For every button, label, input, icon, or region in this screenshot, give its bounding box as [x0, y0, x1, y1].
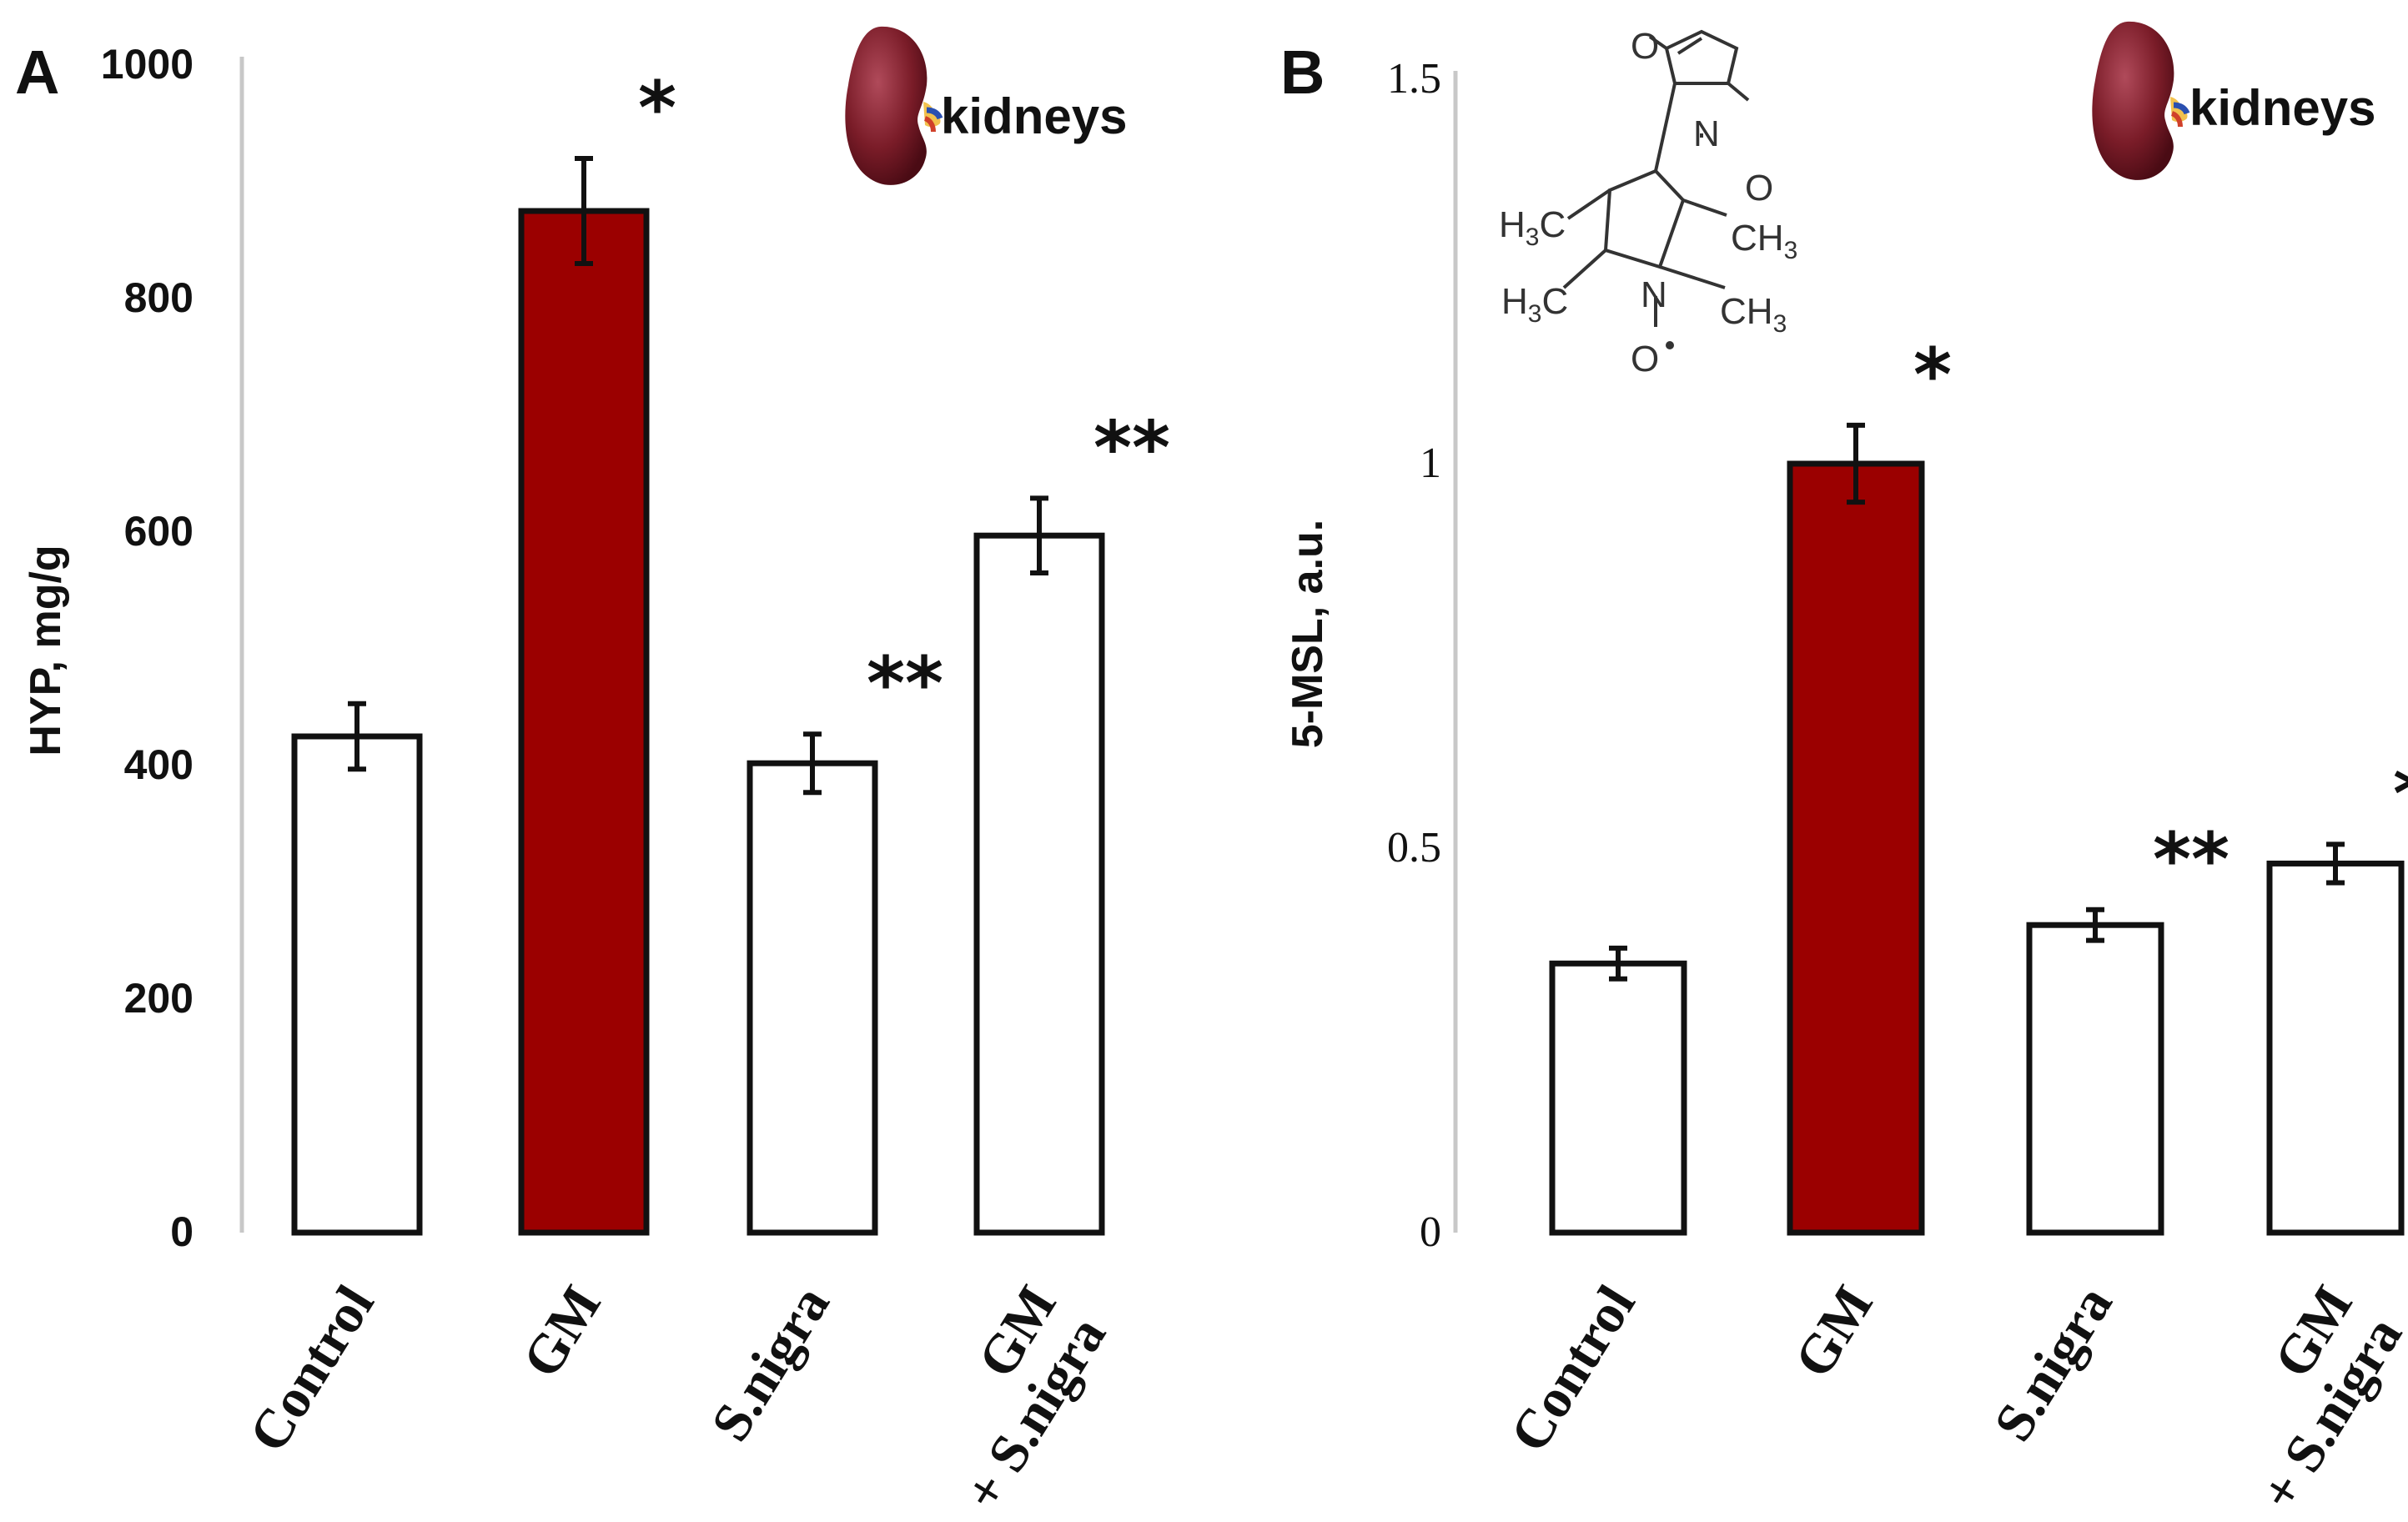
- category-label-line: GM: [511, 1275, 613, 1388]
- methyl-bond: [1562, 249, 1607, 289]
- methyl-ch3: CH3: [1720, 291, 1787, 338]
- panel-b-plot: 0 0.5 1 1.5 5-MSL, a.u. Control * GM ** S.nigra **…: [1284, 55, 2408, 1521]
- bar: [2026, 922, 2164, 1236]
- y-tick-label: 0.5: [1387, 824, 1441, 872]
- significance-marker: *: [1913, 332, 1952, 418]
- methyl-h3c: H3C: [1501, 281, 1568, 328]
- category-label: GM: [1783, 1275, 1885, 1388]
- methyl-bond: [1566, 188, 1611, 220]
- atom-o: O: [1745, 168, 1773, 208]
- y-tick-label: 200: [124, 975, 194, 1022]
- kidney-icon: [2092, 21, 2190, 180]
- category-label: Control: [1499, 1275, 1647, 1462]
- panel-b-kidney-group: kidneys: [2092, 21, 2375, 180]
- panel-a-letter: A: [15, 38, 59, 107]
- category-label: GM+ S.nigra: [902, 1275, 1118, 1520]
- maleimide-ring: [1664, 29, 1739, 85]
- kidneys-label: kidneys: [2189, 80, 2375, 136]
- significance-marker: **: [2153, 816, 2230, 902]
- methyl-bond: [1659, 265, 1726, 289]
- kidney-icon: [845, 26, 943, 185]
- carbonyl-bond: [1727, 82, 1750, 102]
- y-tick-label: 1.5: [1387, 55, 1441, 103]
- atom-n: N: [1693, 113, 1720, 154]
- y-tick-label: 1000: [101, 41, 194, 88]
- bar: [973, 532, 1105, 1236]
- y-tick-label: 800: [124, 274, 194, 321]
- bar: [1549, 960, 1687, 1236]
- y-tick-label: 600: [124, 508, 194, 555]
- y-axis-label: HYP, mg/g: [22, 545, 70, 756]
- pyrrolidine-ring: [1603, 168, 1686, 269]
- significance-marker: **: [2393, 751, 2408, 836]
- significance-marker: **: [867, 640, 943, 726]
- category-label-line: Control: [1499, 1275, 1647, 1462]
- atom-o: O: [1631, 26, 1659, 67]
- bar: [2266, 860, 2405, 1236]
- radical-dot: [1666, 341, 1674, 349]
- category-label-line: Control: [238, 1275, 386, 1462]
- kidneys-label: kidneys: [941, 88, 1127, 144]
- bar: [1787, 460, 1925, 1236]
- y-tick-label: 0: [170, 1208, 194, 1255]
- carbonyl-bond: [1648, 35, 1668, 50]
- y-tick-label: 1: [1420, 440, 1441, 487]
- significance-marker: *: [638, 65, 676, 151]
- panel-b-letter: B: [1280, 38, 1325, 107]
- bar: [747, 760, 878, 1236]
- category-label-line: S.nigra: [1983, 1275, 2124, 1451]
- category-label-line: GM: [1783, 1275, 1885, 1388]
- y-tick-label: 0: [1420, 1208, 1441, 1256]
- panel-a: A 0 200 400 600 800 1000 HYP, mg/g Control * GM **…: [15, 26, 1170, 1521]
- structure-labels: O O N N O H3C CH3 H3C CH3: [1499, 26, 1797, 379]
- methyl-h3c: H3C: [1499, 204, 1566, 251]
- category-label: S.nigra: [700, 1275, 842, 1451]
- atom-o-radical: O: [1631, 339, 1659, 379]
- panel-a-kidney-group: kidneys: [845, 26, 1127, 185]
- significance-marker: **: [1093, 404, 1170, 490]
- category-label: S.nigra: [1983, 1275, 2124, 1451]
- bar: [518, 208, 650, 1236]
- spin-label-structure: [1562, 29, 1750, 327]
- panel-a-plot: 0 200 400 600 800 1000 HYP, mg/g Control * GM ** S.…: [22, 41, 1170, 1521]
- methyl-ch3: CH3: [1731, 218, 1797, 264]
- bar: [291, 733, 423, 1236]
- category-label: GM: [511, 1275, 613, 1388]
- category-label: Control: [238, 1275, 386, 1462]
- category-label: GM+ S.nigra: [2199, 1275, 2408, 1520]
- panel-b: B 0 0.5 1 1.5 5-MSL, a.u. Control * GM ** S.nigra…: [1280, 21, 2408, 1521]
- methyl-bond: [1682, 198, 1727, 217]
- y-tick-label: 400: [124, 741, 194, 788]
- atom-n: N: [1641, 274, 1667, 315]
- link-bond: [1654, 83, 1677, 172]
- y-axis-label: 5-MSL, a.u.: [1284, 520, 1332, 748]
- category-label-line: S.nigra: [700, 1275, 842, 1451]
- double-bond: [1677, 37, 1703, 55]
